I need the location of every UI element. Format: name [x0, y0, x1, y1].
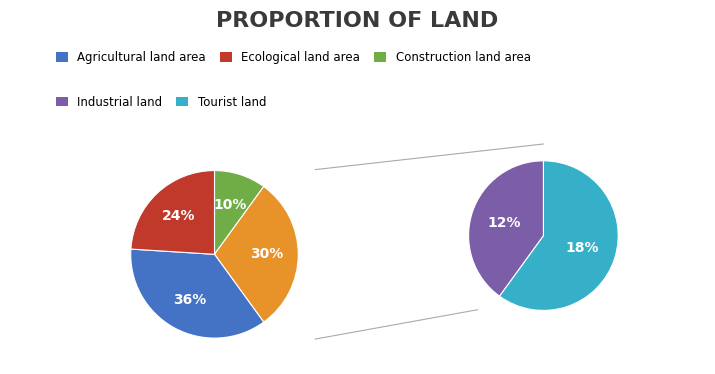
Text: 24%: 24%	[162, 209, 196, 223]
Wedge shape	[214, 187, 298, 322]
Wedge shape	[214, 171, 264, 254]
Wedge shape	[131, 249, 264, 338]
Legend: Agricultural land area, Ecological land area, Construction land area: Agricultural land area, Ecological land …	[56, 51, 531, 64]
Wedge shape	[468, 161, 543, 296]
Text: 36%: 36%	[173, 293, 206, 307]
Wedge shape	[131, 171, 214, 254]
Legend: Industrial land, Tourist land: Industrial land, Tourist land	[56, 96, 266, 109]
Text: 10%: 10%	[214, 198, 247, 212]
Wedge shape	[500, 161, 618, 310]
Text: 18%: 18%	[566, 241, 599, 255]
Text: PROPORTION OF LAND: PROPORTION OF LAND	[217, 11, 498, 31]
Text: 30%: 30%	[250, 247, 283, 261]
Text: 12%: 12%	[488, 216, 521, 230]
